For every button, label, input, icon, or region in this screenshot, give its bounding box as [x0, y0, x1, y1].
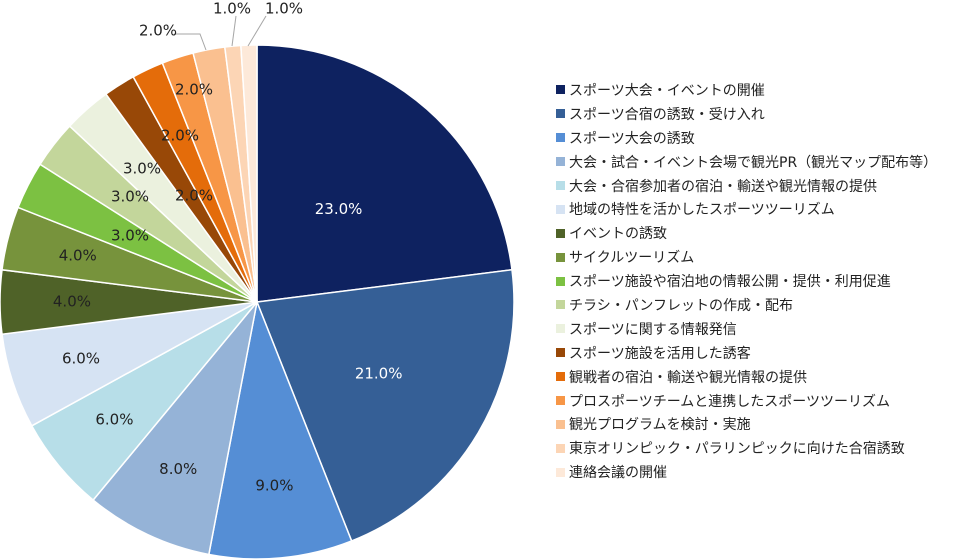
legend-swatch — [556, 443, 565, 453]
slice-label: 21.0% — [355, 364, 403, 382]
legend-item: 連絡会議の開催 — [556, 460, 956, 484]
legend-swatch — [556, 419, 565, 429]
legend-swatch — [556, 133, 565, 143]
slice-label: 2.0% — [139, 22, 177, 40]
slice-label: 1.0% — [265, 0, 303, 18]
legend-item: 大会・合宿参加者の宿泊・輸送や観光情報の提供 — [556, 174, 956, 198]
legend-swatch — [556, 348, 565, 358]
pie-slice — [256, 44, 513, 303]
leader-line — [247, 15, 267, 47]
legend-label: イベントの誘致 — [569, 226, 667, 243]
legend-swatch — [556, 372, 565, 382]
legend-item: スポーツ施設や宿泊地の情報公開・提供・利用促進 — [556, 269, 956, 293]
legend-item: スポーツに関する情報発信 — [556, 317, 956, 341]
slice-label: 8.0% — [159, 460, 197, 478]
pie-slice — [92, 301, 258, 556]
slice-label: 2.0% — [175, 81, 213, 99]
legend-label: 地域の特性を活かしたスポーツツーリズム — [569, 202, 835, 219]
slice-label: 4.0% — [59, 246, 97, 264]
legend-swatch — [556, 396, 565, 406]
legend-label: スポーツ大会・イベントの開催 — [569, 82, 765, 99]
pie-slice — [255, 268, 515, 542]
legend-label: スポーツ施設を活用した誘客 — [569, 345, 751, 362]
legend-label: 観光プログラムを検討・実施 — [569, 417, 751, 434]
legend: スポーツ大会・イベントの開催 スポーツ合宿の誘致・受け入れ スポーツ大会の誘致大会・… — [556, 78, 956, 484]
pie-slices — [0, 44, 515, 560]
legend-label: 大会・合宿参加者の宿泊・輸送や観光情報の提供 — [569, 178, 877, 195]
legend-item: 大会・試合・イベント会場で観光PR（観光マップ配布等） — [556, 150, 956, 174]
legend-label: 連絡会議の開催 — [569, 465, 667, 482]
legend-item: スポーツ大会の誘致 — [556, 126, 956, 150]
legend-item: プロスポーツチームと連携したスポーツツーリズム — [556, 389, 956, 413]
legend-label: チラシ・パンフレットの作成・配布 — [569, 297, 793, 314]
leader-line — [231, 15, 237, 47]
legend-label: スポーツに関する情報発信 — [569, 321, 737, 338]
legend-label: スポーツ施設や宿泊地の情報公開・提供・利用促進 — [569, 274, 891, 291]
leader-line — [174, 33, 207, 51]
legend-item: スポーツ合宿の誘致・受け入れ — [556, 102, 956, 126]
slice-label: 3.0% — [111, 188, 149, 206]
legend-swatch — [556, 300, 565, 310]
legend-item: 東京オリンピック・パラリンピックに向けた合宿誘致 — [556, 436, 956, 460]
slice-label: 9.0% — [255, 477, 293, 495]
legend-swatch — [556, 157, 565, 167]
slice-label: 3.0% — [111, 227, 149, 245]
slice-label: 6.0% — [95, 410, 133, 428]
slice-label: 2.0% — [161, 127, 199, 145]
slice-label: 2.0% — [175, 187, 213, 205]
legend-item: 観光プログラムを検討・実施 — [556, 412, 956, 436]
slice-label: 23.0% — [315, 200, 363, 218]
legend-item: サイクルツーリズム — [556, 245, 956, 269]
legend-item: スポーツ施設を活用した誘客 — [556, 341, 956, 365]
slice-label: 3.0% — [123, 160, 161, 178]
data-labels: 23.0% 21.0% 9.0% 8.0% 6.0% 6.0% 4.0% 4.0% 3.0% 3.… — [53, 0, 403, 495]
pie-slice — [207, 299, 353, 560]
legend-swatch — [556, 324, 565, 334]
legend-label: 観戦者の宿泊・輸送や観光情報の提供 — [569, 369, 807, 386]
legend-swatch — [556, 85, 565, 95]
legend-label: サイクルツーリズム — [569, 250, 695, 267]
slice-label: 6.0% — [62, 350, 100, 368]
legend-item: 観戦者の宿泊・輸送や観光情報の提供 — [556, 365, 956, 389]
leader-lines — [174, 15, 267, 51]
legend-item: スポーツ大会・イベントの開催 — [556, 78, 956, 102]
slice-label: 4.0% — [53, 293, 91, 311]
legend-label: 大会・試合・イベント会場で観光PR（観光マップ配布等） — [569, 154, 938, 171]
legend-item: チラシ・パンフレットの作成・配布 — [556, 293, 956, 317]
legend-item: イベントの誘致 — [556, 221, 956, 245]
legend-swatch — [556, 252, 565, 262]
legend-item: 地域の特性を活かしたスポーツツーリズム — [556, 197, 956, 221]
legend-label: スポーツ大会の誘致 — [569, 130, 695, 147]
legend-label: スポーツ合宿の誘致・受け入れ — [569, 106, 765, 123]
slice-label: 1.0% — [213, 0, 251, 18]
legend-swatch — [556, 181, 565, 190]
legend-label: 東京オリンピック・パラリンピックに向けた合宿誘致 — [569, 441, 905, 458]
legend-swatch — [556, 276, 565, 286]
legend-swatch — [556, 228, 565, 238]
legend-swatch — [556, 467, 565, 477]
legend-swatch — [556, 109, 565, 119]
legend-swatch — [556, 204, 565, 214]
legend-label: プロスポーツチームと連携したスポーツツーリズム — [569, 393, 891, 410]
